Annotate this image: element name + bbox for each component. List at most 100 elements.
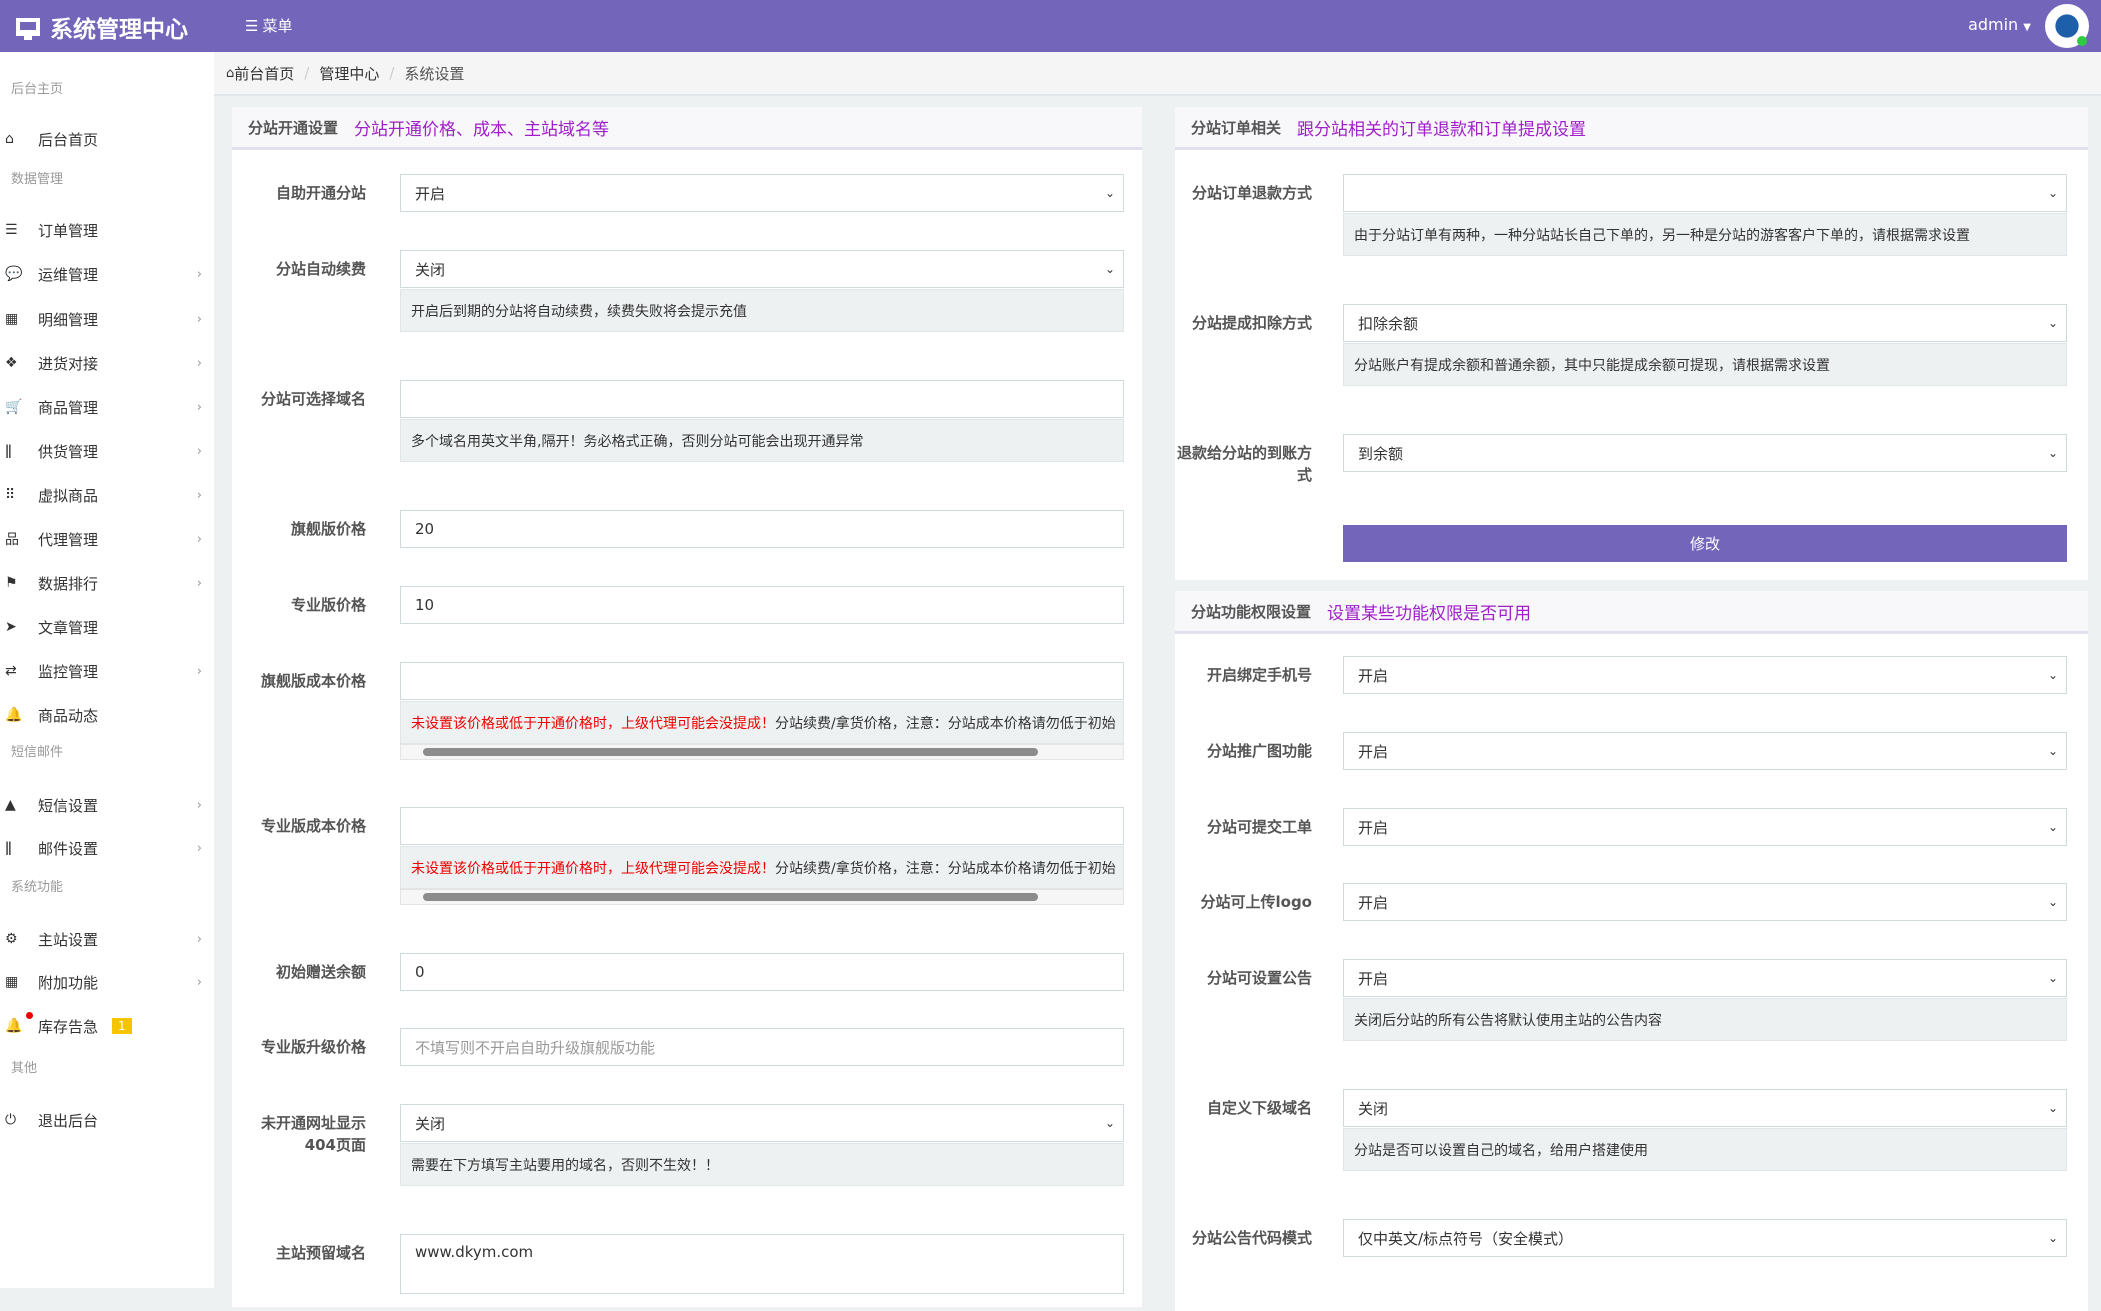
select-field[interactable]: 开启 ⌄ xyxy=(1343,959,2067,997)
panel-header: 分站开通设置 分站开通价格、成本、主站域名等 xyxy=(232,107,1142,150)
caret-down-icon: ▼ xyxy=(2023,22,2031,33)
select-field[interactable]: ⌄ xyxy=(1343,174,2067,212)
sidebar-item-label: 供货管理 xyxy=(38,442,99,461)
warning-text: 未设置该价格或低于开通价格时，上级代理可能会没提成！ xyxy=(411,860,775,877)
text-input[interactable]: 20 xyxy=(400,510,1124,548)
panel-header: 分站订单相关 跟分站相关的订单退款和订单提成设置 xyxy=(1175,107,2088,150)
selected-value: 关闭 xyxy=(415,260,446,279)
sidebar-item-10[interactable]: 品 代理管理 › xyxy=(0,519,214,559)
text-input[interactable]: 不填写则不开启自助升级旗舰版功能 xyxy=(400,1028,1124,1066)
sidebar-item-9[interactable]: ⠿ 虚拟商品 › xyxy=(0,475,214,515)
sidebar-item-1[interactable]: ⌂ 后台首页 xyxy=(0,119,214,159)
sidebar-item-label: 数据排行 xyxy=(38,574,99,593)
select-field[interactable]: 关闭 ⌄ xyxy=(1343,1089,2067,1127)
app-logo[interactable]: 系统管理中心 xyxy=(16,10,188,44)
sidebar-item-19[interactable]: ⚙ 主站设置 › xyxy=(0,919,214,959)
select-field[interactable]: 开启 ⌄ xyxy=(1343,656,2067,694)
selected-value: 开启 xyxy=(415,184,446,203)
help-text-content: 分站续费/拿货价格，注意：分站成本价格请勿低于初始 xyxy=(775,860,1116,877)
selected-value: 关闭 xyxy=(1358,1099,1389,1118)
sidebar-item-12[interactable]: ➤ 文章管理 xyxy=(0,607,214,647)
breadcrumb-home[interactable]: 前台首页 xyxy=(234,64,295,83)
horizontal-scrollbar[interactable] xyxy=(400,744,1124,760)
power-icon: ⏻ xyxy=(5,1112,17,1128)
scrollbar-thumb[interactable] xyxy=(423,748,1039,756)
sidebar-item-label: 明细管理 xyxy=(38,310,99,329)
select-field[interactable]: 关闭 ⌄ xyxy=(400,250,1124,288)
grid-icon: ⠿ xyxy=(5,487,16,503)
selected-value: 开启 xyxy=(1358,818,1389,837)
field-label: 退款给分站的到账方式 xyxy=(1176,444,1312,484)
chevron-right-icon: › xyxy=(196,840,202,856)
sidebar-item-23[interactable]: ⏻ 退出后台 xyxy=(0,1100,214,1140)
home-icon: ⌂ xyxy=(5,131,14,147)
select-field[interactable]: 开启 ⌄ xyxy=(1343,732,2067,770)
chevron-down-icon: ⌄ xyxy=(2047,1101,2058,1115)
panel-subtitle: 设置某些功能权限是否可用 xyxy=(1327,603,1532,624)
sidebar-item-17[interactable]: ǁ 邮件设置 › xyxy=(0,828,214,868)
sidebar-item-6[interactable]: ❖ 进货对接 › xyxy=(0,343,214,383)
cubes-icon: ❖ xyxy=(5,355,18,371)
chevron-down-icon: ⌄ xyxy=(2047,316,2058,330)
sidebar-item-21[interactable]: 🔔 库存告急 1 xyxy=(0,1006,214,1046)
select-field[interactable]: 到余额 ⌄ xyxy=(1343,434,2067,472)
bell-icon: 🔔 xyxy=(5,1018,23,1034)
select-field[interactable]: 开启 ⌄ xyxy=(1343,808,2067,846)
sidebar-item-label: 商品动态 xyxy=(38,706,99,725)
sidebar-item-13[interactable]: ⇄ 监控管理 › xyxy=(0,651,214,691)
sidebar-item-label: 后台首页 xyxy=(38,130,99,149)
submit-button[interactable]: 修改 xyxy=(1343,525,2067,562)
sidebar-item-label: 进货对接 xyxy=(38,354,99,373)
menu-toggle-button[interactable]: ☰ 菜单 xyxy=(245,15,292,36)
username: admin xyxy=(1968,15,2019,34)
field-label: 分站推广图功能 xyxy=(1206,742,1312,760)
field-label: 分站提成扣除方式 xyxy=(1191,314,1312,332)
sidebar-item-4[interactable]: 💬 运维管理 › xyxy=(0,254,214,294)
chevron-down-icon: ⌄ xyxy=(1104,186,1115,200)
text-input[interactable] xyxy=(400,807,1124,845)
text-input[interactable]: www.dkym.com xyxy=(400,1234,1124,1294)
input-value: 20 xyxy=(415,520,435,538)
panel-subtitle: 分站开通价格、成本、主站域名等 xyxy=(354,119,610,140)
avatar[interactable] xyxy=(2045,4,2089,48)
selected-value: 到余额 xyxy=(1358,444,1404,463)
help-text-content: 分站是否可以设置自己的域名，给用户搭建使用 xyxy=(1354,1142,1648,1159)
calendar-icon: ▦ xyxy=(5,311,19,327)
top-header: 系统管理中心 ☰ 菜单 admin ▼ xyxy=(0,0,2101,52)
scrollbar-thumb[interactable] xyxy=(423,893,1039,901)
breadcrumb-current: 系统设置 xyxy=(404,64,465,83)
sidebar-item-label: 运维管理 xyxy=(38,265,99,284)
select-field[interactable]: 仅中英文/标点符号（安全模式） ⌄ xyxy=(1343,1219,2067,1257)
sidebar-item-7[interactable]: 🛒 商品管理 › xyxy=(0,387,214,427)
help-text: 需要在下方填写主站要用的域名，否则不生效！！ xyxy=(400,1143,1124,1186)
help-text: 分站是否可以设置自己的域名，给用户搭建使用 xyxy=(1343,1128,2067,1171)
text-input[interactable] xyxy=(400,662,1124,700)
chevron-down-icon: ⌄ xyxy=(2047,744,2058,758)
select-field[interactable]: 开启 ⌄ xyxy=(1343,883,2067,921)
field-label: 专业版成本价格 xyxy=(260,817,366,835)
sidebar-item-16[interactable]: ▲ 短信设置 › xyxy=(0,785,214,825)
text-input[interactable]: 10 xyxy=(400,586,1124,624)
sidebar-item-5[interactable]: ▦ 明细管理 › xyxy=(0,299,214,339)
panel-title: 分站订单相关 xyxy=(1191,118,1282,137)
sidebar-item-3[interactable]: ☰ 订单管理 xyxy=(0,210,214,250)
select-field[interactable]: 扣除余额 ⌄ xyxy=(1343,304,2067,342)
panel-header: 分站功能权限设置 设置某些功能权限是否可用 xyxy=(1175,591,2088,634)
user-menu[interactable]: admin ▼ xyxy=(1968,15,2031,34)
select-field[interactable]: 关闭 ⌄ xyxy=(400,1104,1124,1142)
breadcrumb-admin[interactable]: 管理中心 xyxy=(319,64,380,83)
sidebar-item-11[interactable]: ⚑ 数据排行 › xyxy=(0,563,214,603)
text-input[interactable]: 0 xyxy=(400,953,1124,991)
menu-label: 菜单 xyxy=(262,17,293,35)
chevron-down-icon: ⌄ xyxy=(2047,186,2058,200)
chevron-right-icon: › xyxy=(196,266,202,282)
select-field[interactable]: 开启 ⌄ xyxy=(400,174,1124,212)
sidebar-item-14[interactable]: 🔔 商品动态 xyxy=(0,695,214,735)
sidebar-item-8[interactable]: ǁ 供货管理 › xyxy=(0,431,214,471)
field-label: 分站可上传logo xyxy=(1200,893,1313,911)
help-text: 未设置该价格或低于开通价格时，上级代理可能会没提成！ 分站续费/拿货价格，注意：分… xyxy=(400,846,1124,889)
text-input[interactable] xyxy=(400,380,1124,418)
sidebar-item-20[interactable]: ▦ 附加功能 › xyxy=(0,962,214,1002)
horizontal-scrollbar[interactable] xyxy=(400,889,1124,905)
list-icon: ☰ xyxy=(5,222,18,238)
